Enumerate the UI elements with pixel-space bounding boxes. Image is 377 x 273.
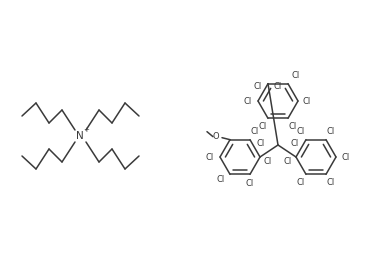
Text: Cl: Cl [259, 122, 267, 131]
Text: Cl: Cl [217, 175, 225, 184]
Text: Cl: Cl [264, 158, 272, 167]
Text: Cl: Cl [297, 127, 305, 136]
Text: Cl: Cl [244, 96, 252, 105]
Text: Cl: Cl [206, 153, 214, 162]
Text: Cl: Cl [342, 153, 350, 162]
Text: Cl: Cl [327, 127, 335, 136]
Text: Cl: Cl [292, 71, 300, 80]
Text: +: + [83, 127, 89, 133]
Text: Cl: Cl [297, 178, 305, 187]
Text: Cl: Cl [254, 82, 262, 91]
Text: Cl: Cl [257, 140, 265, 149]
Text: Cl: Cl [246, 179, 254, 188]
Text: O: O [213, 132, 219, 141]
Text: Cl: Cl [274, 82, 282, 91]
Text: Cl: Cl [291, 140, 299, 149]
Text: N: N [76, 131, 84, 141]
Text: Cl: Cl [327, 178, 335, 187]
Text: Cl: Cl [251, 127, 259, 136]
Text: Cl: Cl [284, 158, 292, 167]
Text: Cl: Cl [303, 96, 311, 105]
Text: Cl: Cl [289, 122, 297, 131]
